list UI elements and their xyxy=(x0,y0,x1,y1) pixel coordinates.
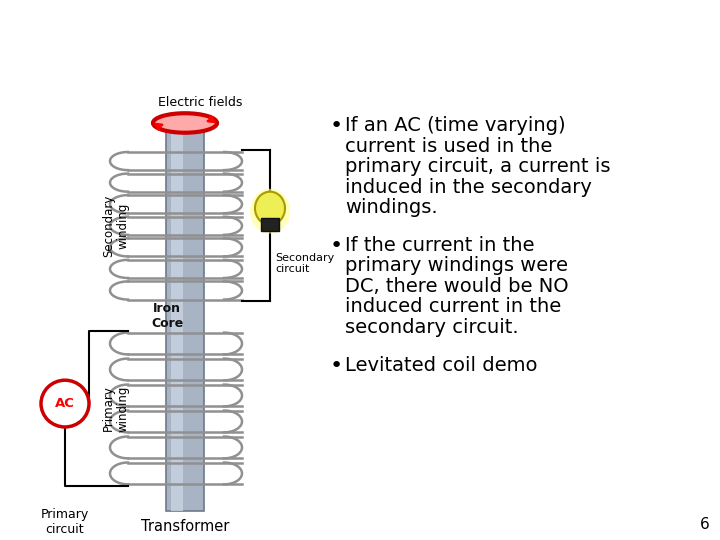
Text: induced in the secondary: induced in the secondary xyxy=(345,178,592,197)
Text: If the current in the: If the current in the xyxy=(345,236,534,255)
Text: windings.: windings. xyxy=(345,198,438,217)
Text: primary windings were: primary windings were xyxy=(345,256,568,275)
Text: Iron
Core: Iron Core xyxy=(151,302,183,330)
Text: 6: 6 xyxy=(701,517,710,532)
Ellipse shape xyxy=(250,189,290,234)
Ellipse shape xyxy=(153,113,217,133)
Text: current is used in the: current is used in the xyxy=(345,137,552,156)
Bar xyxy=(171,131,183,511)
Text: Primary
circuit: Primary circuit xyxy=(41,509,89,536)
Text: Secondary
winding: Secondary winding xyxy=(102,194,130,257)
Text: induced current in the: induced current in the xyxy=(345,298,562,316)
Bar xyxy=(166,131,204,511)
Text: •: • xyxy=(330,236,343,256)
Text: Primary
winding: Primary winding xyxy=(102,385,130,431)
Text: primary circuit, a current is: primary circuit, a current is xyxy=(345,157,611,176)
Text: AC: AC xyxy=(55,397,75,410)
Text: Levitated coil demo: Levitated coil demo xyxy=(345,356,538,375)
Text: secondary circuit.: secondary circuit. xyxy=(345,318,518,337)
Text: Secondary
circuit: Secondary circuit xyxy=(275,253,334,274)
Bar xyxy=(261,218,279,231)
Text: •: • xyxy=(330,356,343,376)
Text: Electric fields: Electric fields xyxy=(158,96,242,109)
Ellipse shape xyxy=(255,192,285,225)
Circle shape xyxy=(41,380,89,427)
Text: DC, there would be NO: DC, there would be NO xyxy=(345,277,569,296)
Text: Induced currents (c): Induced currents (c) xyxy=(153,29,567,63)
Text: If an AC (time varying): If an AC (time varying) xyxy=(345,116,566,135)
Text: Transformer: Transformer xyxy=(141,519,229,534)
Text: •: • xyxy=(330,116,343,136)
